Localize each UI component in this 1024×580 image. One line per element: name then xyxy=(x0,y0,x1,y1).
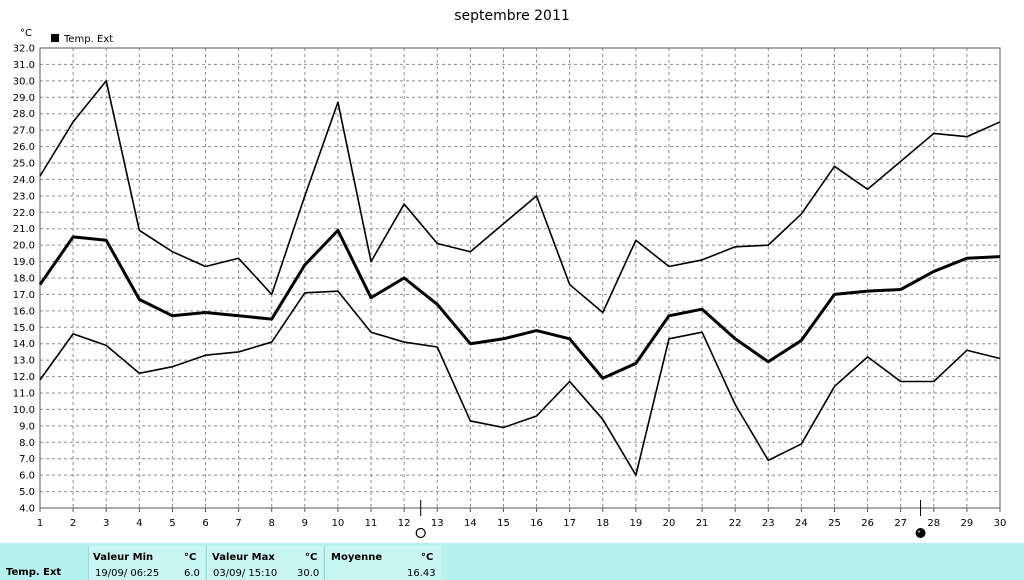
plot-frame xyxy=(39,47,1001,509)
y-tick-label: 5.0 xyxy=(19,487,35,498)
stats-series-label: Temp. Ext xyxy=(6,567,62,578)
series-line-mean xyxy=(38,228,1001,380)
legend-label: Temp. Ext xyxy=(63,34,113,45)
y-tick-label: 9.0 xyxy=(19,421,35,432)
y-tick-label: 22.0 xyxy=(13,208,35,219)
y-unit-label: °C xyxy=(20,28,32,39)
grid xyxy=(40,48,1000,508)
y-tick-label: 23.0 xyxy=(13,191,35,202)
y-tick-label: 15.0 xyxy=(13,323,35,334)
y-tick-label: 31.0 xyxy=(13,60,35,71)
x-axis: 1 2 3 4 5 6 7 8 9 10 11 12 13 14 15 16 17 18 19 20 21 22 23 24 2… xyxy=(37,508,1007,529)
chart-title: septembre 2011 xyxy=(454,8,570,24)
y-tick-label: 28.0 xyxy=(13,109,35,120)
x-tick-label: 28 xyxy=(927,518,940,529)
x-tick-label: 17 xyxy=(563,518,576,529)
x-tick-label: 19 xyxy=(629,518,642,529)
x-tick-label: 6 xyxy=(202,518,208,529)
max-value: 30.0 xyxy=(297,568,320,579)
max-unit: °C xyxy=(305,552,318,563)
x-tick-label: 24 xyxy=(795,518,808,529)
y-tick-label: 13.0 xyxy=(13,356,35,367)
average-panel: Moyenne °C 16.43 xyxy=(324,546,441,580)
y-tick-label: 25.0 xyxy=(13,159,35,170)
x-tick-label: 14 xyxy=(464,518,477,529)
x-tick-label: 23 xyxy=(762,518,775,529)
y-tick-label: 24.0 xyxy=(13,175,35,186)
y-tick-label: 14.0 xyxy=(13,339,35,350)
series-line-max xyxy=(39,80,1001,314)
y-tick-label: 30.0 xyxy=(13,76,35,87)
min-datetime: 19/09/ 06:25 xyxy=(95,568,160,579)
y-tick-label: 8.0 xyxy=(19,438,35,449)
y-tick-label: 6.0 xyxy=(19,471,35,482)
y-tick-label: 29.0 xyxy=(13,93,35,104)
y-tick-label: 12.0 xyxy=(13,372,35,383)
x-tick-label: 18 xyxy=(596,518,609,529)
new-moon-icon xyxy=(915,528,926,538)
x-tick-label: 29 xyxy=(961,518,974,529)
y-tick-label: 10.0 xyxy=(13,405,35,416)
y-axis: 4.0 5.0 6.0 7.0 8.0 9.0 10.0 11.0 12.0 13.0 14.0 15… xyxy=(13,44,35,515)
y-tick-label: 7.0 xyxy=(19,454,35,465)
legend-swatch xyxy=(51,34,59,42)
y-tick-label: 18.0 xyxy=(13,274,35,285)
full-moon-icon xyxy=(415,527,426,539)
x-tick-label: 30 xyxy=(994,518,1007,529)
series-line-min xyxy=(39,290,1001,476)
y-tick-label: 16.0 xyxy=(13,306,35,317)
max-panel: Valeur Max °C 03/09/ 15:10 30.0 xyxy=(206,546,323,580)
average-header: Moyenne xyxy=(331,552,383,563)
y-tick-label: 11.0 xyxy=(13,389,35,400)
x-tick-label: 8 xyxy=(269,518,275,529)
x-tick-label: 27 xyxy=(894,518,907,529)
x-tick-label: 2 xyxy=(70,518,76,529)
series-lines xyxy=(38,80,1001,476)
average-value: 16.43 xyxy=(407,568,436,579)
x-tick-label: 20 xyxy=(663,518,676,529)
max-header: Valeur Max xyxy=(212,552,275,563)
x-tick-label: 4 xyxy=(136,518,142,529)
x-tick-label: 13 xyxy=(431,518,444,529)
x-tick-label: 7 xyxy=(235,518,241,529)
y-tick-label: 32.0 xyxy=(13,44,35,55)
x-tick-label: 3 xyxy=(103,518,109,529)
x-tick-label: 15 xyxy=(497,518,510,529)
y-tick-label: 27.0 xyxy=(13,126,35,137)
min-header: Valeur Min xyxy=(93,552,154,563)
x-tick-label: 12 xyxy=(398,518,411,529)
x-tick-label: 10 xyxy=(332,518,345,529)
x-tick-label: 11 xyxy=(365,518,378,529)
min-panel: Valeur Min °C 19/09/ 06:25 6.0 xyxy=(88,546,205,580)
x-tick-label: 22 xyxy=(729,518,742,529)
x-tick-label: 25 xyxy=(828,518,841,529)
x-tick-label: 21 xyxy=(696,518,709,529)
x-tick-label: 26 xyxy=(861,518,874,529)
y-tick-label: 17.0 xyxy=(13,290,35,301)
moon-markers xyxy=(415,500,926,539)
y-tick-label: 26.0 xyxy=(13,142,35,153)
y-tick-label: 20.0 xyxy=(13,241,35,252)
y-tick-label: 19.0 xyxy=(13,257,35,268)
x-tick-label: 9 xyxy=(302,518,308,529)
new-moon-highlight xyxy=(917,530,921,533)
min-value: 6.0 xyxy=(184,568,200,579)
y-tick-label: 4.0 xyxy=(19,504,35,515)
stats-bar: Temp. Ext Valeur Min °C 19/09/ 06:25 6.0… xyxy=(0,543,1024,580)
y-tick-label: 21.0 xyxy=(13,224,35,235)
x-tick-label: 5 xyxy=(169,518,175,529)
average-unit: °C xyxy=(421,552,434,563)
x-tick-label: 1 xyxy=(37,518,43,529)
temperature-chart: septembre 2011 °C Temp. Ext 4.0 5.0 6.0 7.0… xyxy=(13,8,1007,539)
max-datetime: 03/09/ 15:10 xyxy=(213,568,278,579)
x-tick-label: 16 xyxy=(530,518,543,529)
min-unit: °C xyxy=(184,552,197,563)
